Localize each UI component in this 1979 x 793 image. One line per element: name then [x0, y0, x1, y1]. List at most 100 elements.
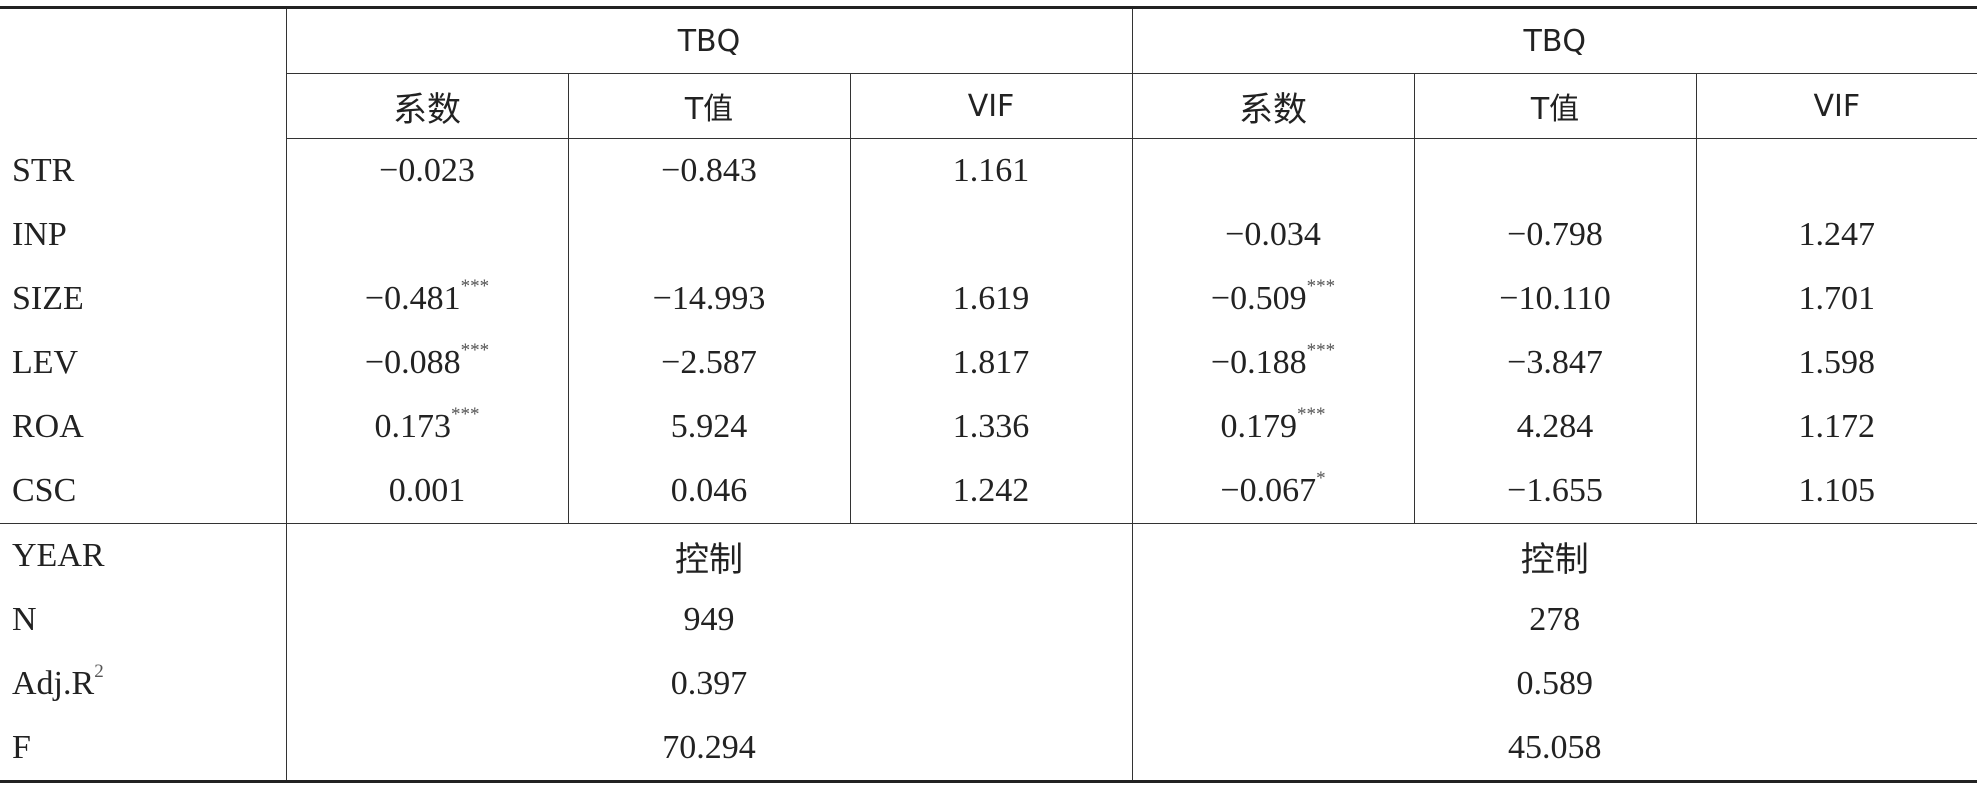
cell-text: T值: [684, 92, 734, 127]
cell-text: −0.067: [1220, 472, 1317, 509]
cell-text: 278: [1529, 601, 1581, 638]
group-header: TBQ: [285, 7, 1133, 74]
cell-text: −0.843: [661, 152, 757, 189]
summary-row: Adj.R2 0.397 0.589: [0, 652, 1978, 716]
row-label: N: [0, 588, 286, 652]
data-cell: 0.046: [567, 459, 850, 524]
row-label: INP: [0, 203, 286, 267]
data-cell: 1.247: [1695, 203, 1978, 267]
data-cell: −0.509***: [1131, 267, 1415, 331]
cell-text: 70.294: [662, 729, 756, 766]
data-cell: 1.336: [849, 395, 1133, 459]
data-cell: [1131, 138, 1415, 203]
cell-text: N: [12, 601, 37, 638]
summary-cell: 控制: [285, 523, 1133, 588]
summary-row: YEAR 控制 控制: [0, 523, 1978, 588]
cell-text: YEAR: [12, 537, 105, 574]
cell-text: −0.088: [364, 344, 461, 381]
cell-text: 0.001: [388, 472, 466, 509]
cell-text: 0.173: [374, 408, 452, 445]
superscript: *: [1316, 468, 1326, 489]
data-cell: 1.105: [1695, 459, 1978, 524]
cell-text: 0.179: [1220, 408, 1298, 445]
data-cell: −10.110: [1413, 267, 1697, 331]
data-cell: 0.173***: [285, 395, 568, 459]
subheader: 系数: [1131, 73, 1415, 139]
cell-text: T值: [1530, 92, 1580, 127]
data-cell: 1.242: [849, 459, 1133, 524]
cell-text: CSC: [12, 472, 77, 509]
cell-text: −0.188: [1210, 344, 1307, 381]
regression-table: TBQ TBQ 系数 T值 VIF 系数 T值 VIF STR −0.023 −0.843 1.161…: [0, 6, 1978, 783]
row-label: STR: [0, 139, 286, 204]
subheader: VIF: [1695, 73, 1978, 139]
data-cell: [849, 203, 1133, 267]
data-row: LEV −0.088*** −2.587 1.817 −0.188*** −3.847 1.…: [0, 331, 1978, 395]
data-cell: 1.172: [1695, 395, 1978, 459]
cell-text: 1.817: [952, 344, 1030, 381]
data-row: STR −0.023 −0.843 1.161: [0, 138, 1978, 204]
data-cell: −0.088***: [285, 331, 568, 395]
data-cell: 1.817: [849, 331, 1133, 395]
cell-text: 0.046: [670, 472, 748, 509]
cell-text: −1.655: [1507, 472, 1603, 509]
subheader: 系数: [285, 73, 568, 139]
subheader: T值: [567, 73, 850, 139]
cell-text: F: [12, 729, 31, 766]
cell-text: 控制: [675, 541, 743, 579]
cell-text: −0.798: [1507, 216, 1603, 253]
subheader-row: 系数 T值 VIF 系数 T值 VIF: [0, 73, 1978, 139]
superscript: ***: [1297, 404, 1326, 425]
data-cell: −0.188***: [1131, 331, 1415, 395]
data-cell: [1413, 138, 1697, 203]
cell-text: 1.247: [1798, 216, 1876, 253]
cell-text: −0.509: [1210, 280, 1307, 317]
cell-text: −10.110: [1499, 280, 1611, 317]
data-cell: 1.619: [849, 267, 1133, 331]
data-cell: 1.598: [1695, 331, 1978, 395]
cell-text: −2.587: [661, 344, 757, 381]
cell-text: 1.619: [952, 280, 1030, 317]
summary-row: N 949 278: [0, 588, 1978, 652]
cell-text: 0.589: [1516, 665, 1594, 702]
cell-text: ROA: [12, 408, 84, 445]
table-body: TBQ TBQ 系数 T值 VIF 系数 T值 VIF STR −0.023 −0.843 1.161…: [0, 7, 1978, 782]
superscript: 2: [94, 661, 104, 682]
data-cell: −3.847: [1413, 331, 1697, 395]
cell-text: 1.105: [1798, 472, 1876, 509]
cell-text: INP: [12, 216, 67, 253]
row-label: YEAR: [0, 523, 286, 588]
cell-text: 1.161: [952, 152, 1030, 189]
cell-text: 1.598: [1798, 344, 1876, 381]
data-cell: −1.655: [1413, 459, 1697, 524]
summary-cell: 0.397: [285, 652, 1133, 716]
cell-text: 949: [683, 601, 735, 638]
data-cell: −0.798: [1413, 203, 1697, 267]
data-row: CSC 0.001 0.046 1.242 −0.067* −1.655 1.105: [0, 459, 1978, 524]
subheader: T值: [1413, 73, 1697, 139]
row-label: LEV: [0, 331, 286, 395]
cell-text: TBQ: [1523, 23, 1587, 59]
data-cell: 5.924: [567, 395, 850, 459]
data-cell: [1695, 138, 1978, 203]
data-cell: −14.993: [567, 267, 850, 331]
cell-text: SIZE: [12, 280, 84, 317]
data-cell: 1.161: [849, 138, 1133, 203]
row-label: CSC: [0, 459, 286, 524]
cell-text: 1.336: [952, 408, 1030, 445]
row-label: F: [0, 716, 286, 782]
cell-text: −14.993: [652, 280, 766, 317]
data-cell: −0.843: [567, 138, 850, 203]
cell-text: 0.397: [670, 665, 748, 702]
data-cell: 0.001: [285, 459, 568, 524]
data-row: SIZE −0.481*** −14.993 1.619 −0.509*** −10.11…: [0, 267, 1978, 331]
summary-cell: 控制: [1131, 523, 1978, 588]
data-cell: −2.587: [567, 331, 850, 395]
cell-text: 1.242: [952, 472, 1030, 509]
header-corner: [0, 8, 286, 139]
cell-text: −0.034: [1225, 216, 1321, 253]
data-cell: −0.034: [1131, 203, 1415, 267]
summary-cell: 949: [285, 588, 1133, 652]
data-cell: 1.701: [1695, 267, 1978, 331]
